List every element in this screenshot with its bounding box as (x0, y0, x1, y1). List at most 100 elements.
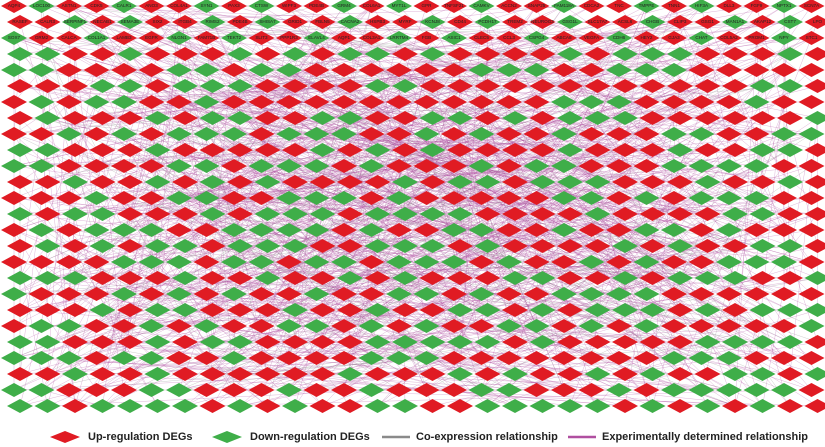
gene-node (221, 63, 247, 77)
gene-node (193, 63, 220, 77)
experimental-edge (618, 341, 681, 391)
node-diamond (441, 255, 467, 269)
gene-node (661, 191, 687, 205)
node-diamond (688, 159, 715, 173)
node-diamond (578, 95, 605, 109)
gene-node (56, 351, 82, 365)
node-diamond (639, 335, 666, 349)
gene-node (639, 79, 666, 93)
gene-node: ABCA8 (551, 31, 577, 45)
node-diamond (777, 399, 803, 413)
node-diamond (89, 239, 116, 253)
gene-node (83, 159, 110, 173)
gene-node (303, 351, 330, 365)
gene-node (688, 95, 715, 109)
gene-node (276, 223, 302, 237)
gene-node (502, 335, 528, 349)
gene-node (633, 191, 660, 205)
gene-node (578, 223, 605, 237)
node-diamond (193, 223, 220, 237)
gene-node: SHISA7 (254, 15, 281, 29)
node-diamond (551, 287, 577, 301)
node-label: HIF3A (695, 3, 709, 8)
gene-node (413, 383, 440, 397)
node-diamond (111, 351, 137, 365)
coexpression-edge (487, 309, 730, 327)
node-diamond (633, 255, 660, 269)
gene-node (254, 175, 281, 189)
gene-node (496, 223, 522, 237)
node-label: AQP1 (338, 35, 351, 40)
node-diamond (777, 367, 803, 381)
coexpression-edge (459, 165, 812, 407)
gene-node (309, 399, 336, 413)
gene-node (523, 127, 550, 141)
node-diamond (578, 63, 605, 77)
node-diamond (392, 303, 418, 317)
gene-node (661, 351, 687, 365)
gene-node (667, 399, 693, 413)
gene-node (337, 143, 363, 157)
node-diamond (441, 223, 467, 237)
gene-node (419, 111, 446, 125)
gene-node (584, 271, 611, 285)
gene-node: RIMS2 (199, 15, 226, 29)
node-diamond (667, 239, 693, 253)
node-diamond (419, 335, 446, 349)
gene-node (639, 207, 666, 221)
node-diamond (7, 367, 33, 381)
experimental-edge (96, 277, 543, 391)
gene-node (28, 223, 55, 237)
gene-node: TNC (606, 0, 632, 13)
experimental-edge (239, 165, 812, 343)
gene-node: EGFR (138, 31, 165, 45)
node-diamond (364, 207, 391, 221)
node-diamond (144, 175, 171, 189)
gene-node: FAM118A (551, 0, 577, 13)
node-label: ABCA8 (556, 35, 572, 40)
experimental-edge (597, 5, 812, 311)
gene-node (771, 191, 797, 205)
coexpression-edge (591, 21, 791, 167)
gene-node (111, 159, 137, 173)
coexpression-edge (41, 21, 598, 263)
node-diamond (804, 47, 825, 61)
experimental-edge (13, 133, 158, 407)
gene-node (282, 79, 308, 93)
gene-node (639, 175, 666, 189)
gene-node (612, 367, 638, 381)
node-diamond (578, 351, 605, 365)
gene-node (392, 303, 418, 317)
experimental-edge (734, 325, 757, 407)
node-diamond (584, 399, 611, 413)
node-diamond (749, 271, 776, 285)
gene-node (551, 191, 577, 205)
gene-node (804, 47, 825, 61)
node-label: NECAB1 (93, 19, 112, 24)
node-diamond (89, 207, 116, 221)
gene-node (248, 319, 275, 333)
gene-node (358, 159, 385, 173)
gene-node: PROM1 (743, 31, 770, 45)
gene-node (419, 367, 446, 381)
node-diamond (661, 191, 687, 205)
gene-node (89, 239, 116, 253)
node-label: COL4A1 (170, 3, 188, 8)
node-diamond (337, 303, 363, 317)
node-diamond (798, 383, 825, 397)
node-diamond (502, 335, 528, 349)
node-diamond (667, 367, 693, 381)
node-diamond (584, 111, 611, 125)
gene-node (117, 175, 143, 189)
gene-node (227, 207, 253, 221)
node-diamond (83, 255, 110, 269)
node-diamond (89, 111, 116, 125)
gene-node (28, 287, 55, 301)
gene-node (661, 159, 687, 173)
node-diamond (413, 95, 440, 109)
node-diamond (172, 239, 198, 253)
gene-node (749, 367, 776, 381)
node-diamond (633, 191, 660, 205)
gene-node (584, 399, 611, 413)
gene-node (7, 111, 33, 125)
